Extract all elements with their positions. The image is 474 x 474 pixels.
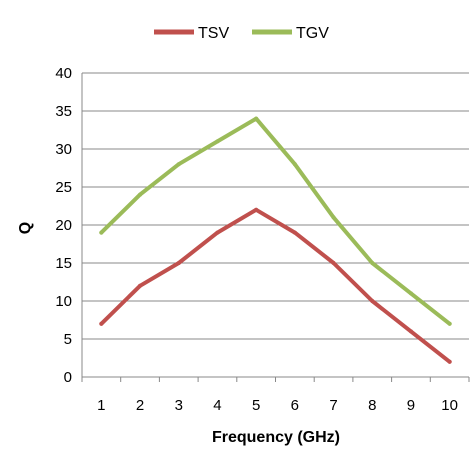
- data-point-tsv-3: [215, 230, 220, 235]
- x-tick-label-1: 2: [136, 397, 144, 414]
- data-point-tsv-4: [254, 207, 259, 212]
- y-tick-label-6: 30: [55, 141, 72, 158]
- data-point-tgv-0: [99, 230, 104, 235]
- y-tick-label-2: 10: [55, 293, 72, 310]
- gridlines: [82, 72, 469, 340]
- x-tick-label-3: 4: [213, 397, 221, 414]
- data-point-tgv-1: [138, 192, 143, 197]
- y-tick-label-0: 0: [64, 369, 72, 386]
- data-point-tsv-6: [331, 261, 336, 265]
- data-point-tsv-8: [408, 329, 413, 334]
- data-point-tsv-1: [138, 283, 143, 288]
- data-point-tsv-5: [292, 230, 297, 235]
- x-tick-label-5: 6: [291, 397, 299, 414]
- legend-item-1: TGV: [252, 25, 329, 42]
- y-tick-label-1: 5: [64, 331, 72, 348]
- series-lines: [99, 116, 452, 364]
- data-point-tgv-5: [292, 162, 297, 167]
- x-tick-labels: 1 2 3 4 5 6 7 8 9 10: [97, 397, 458, 414]
- x-tick-label-9: 10: [441, 397, 458, 414]
- data-point-tsv-9: [447, 359, 452, 364]
- data-point-tgv-3: [215, 139, 220, 144]
- y-tick-label-5: 25: [55, 179, 72, 196]
- legend-label-1: TGV: [296, 25, 329, 42]
- data-point-tgv-4: [254, 116, 259, 121]
- y-tick-label-7: 35: [55, 103, 72, 120]
- data-point-tsv-7: [370, 299, 375, 303]
- x-tick-label-8: 9: [407, 397, 415, 414]
- series-line-tgv: [99, 116, 452, 326]
- legend-label-0: TSV: [198, 25, 229, 42]
- series-line-tsv: [99, 207, 452, 364]
- data-point-tsv-2: [176, 261, 181, 265]
- data-point-tgv-8: [408, 291, 413, 296]
- x-tick-label-0: 1: [97, 397, 105, 414]
- axes: [81, 73, 470, 382]
- legend-item-0: TSV: [154, 25, 229, 42]
- x-tick-label-4: 5: [252, 397, 260, 414]
- x-tick-label-7: 8: [368, 397, 376, 414]
- y-tick-label-8: 40: [55, 65, 72, 82]
- x-axis-title: Frequency (GHz): [212, 429, 340, 446]
- legend: TSV TGV: [154, 25, 329, 42]
- x-tick-label-6: 7: [329, 397, 337, 414]
- y-tick-label-4: 20: [55, 217, 72, 234]
- data-point-tsv-0: [99, 321, 104, 326]
- data-point-tgv-9: [447, 321, 452, 326]
- data-point-tgv-7: [370, 261, 375, 265]
- y-axis-title: Q: [17, 222, 34, 234]
- data-point-tgv-2: [176, 162, 181, 167]
- x-tick-label-2: 3: [175, 397, 183, 414]
- y-tick-label-3: 15: [55, 255, 72, 272]
- y-tick-labels: 0 5 10 15 20 25 30 35 40: [55, 65, 72, 386]
- data-point-tgv-6: [331, 215, 336, 220]
